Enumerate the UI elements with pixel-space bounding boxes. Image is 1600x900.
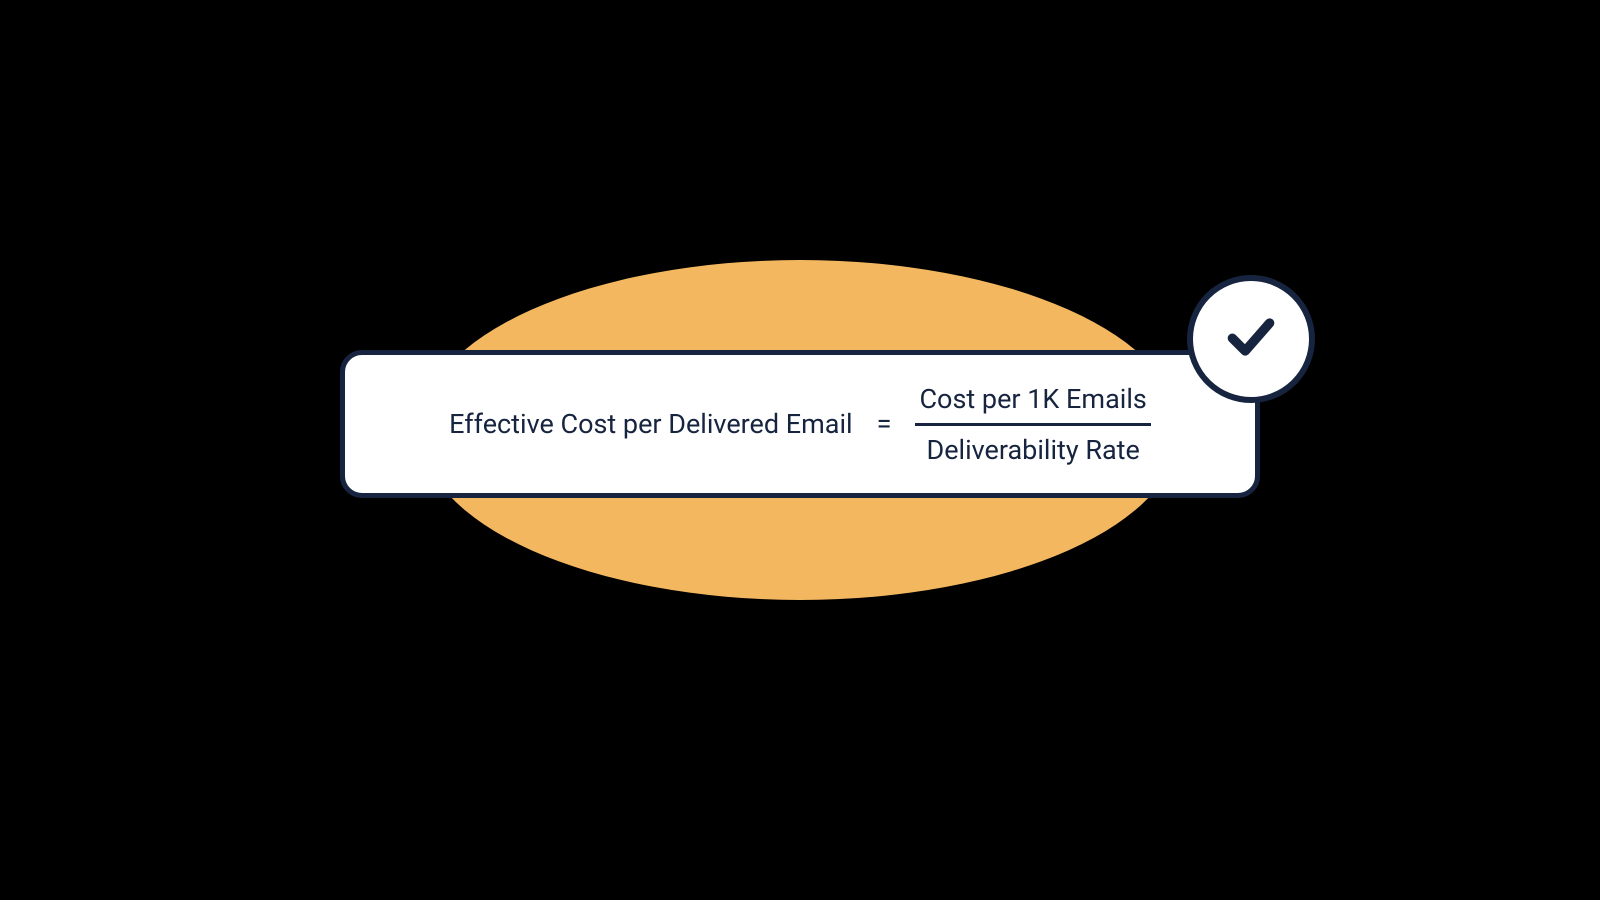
formula-card: Effective Cost per Delivered Email = Cos… bbox=[340, 350, 1260, 498]
formula-content: Effective Cost per Delivered Email = Cos… bbox=[449, 383, 1151, 466]
formula-numerator: Cost per 1K Emails bbox=[915, 383, 1150, 419]
formula-equals: = bbox=[877, 408, 892, 440]
fraction-line bbox=[915, 423, 1150, 426]
formula-lhs: Effective Cost per Delivered Email bbox=[449, 408, 852, 440]
check-badge bbox=[1187, 275, 1315, 403]
formula-fraction: Cost per 1K Emails Deliverability Rate bbox=[915, 383, 1150, 466]
infographic-container: Effective Cost per Delivered Email = Cos… bbox=[300, 230, 1300, 630]
check-icon bbox=[1223, 309, 1279, 369]
formula-denominator: Deliverability Rate bbox=[922, 430, 1143, 466]
